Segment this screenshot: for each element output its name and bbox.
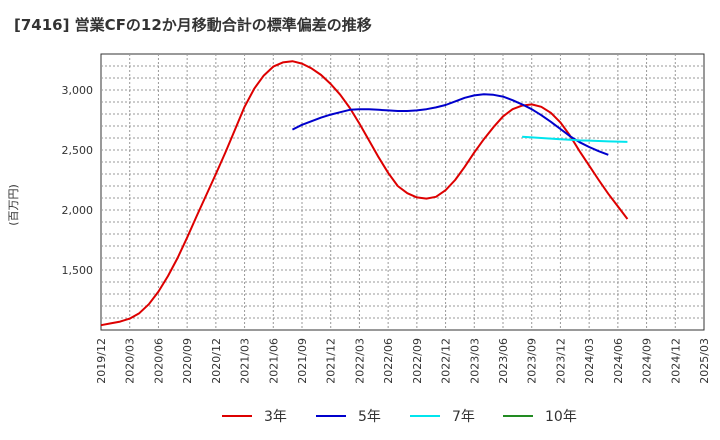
- x-tick-label: 2021/06: [267, 338, 280, 384]
- x-tick-label: 2023/12: [554, 338, 567, 384]
- grid-lines: [101, 54, 704, 330]
- x-tick-label: 2024/09: [641, 338, 654, 384]
- x-tick-label: 2022/12: [440, 338, 453, 384]
- legend-label: 10年: [545, 409, 577, 425]
- x-tick-label: 2019/12: [95, 338, 108, 384]
- y-tick-label: 1,500: [62, 264, 94, 277]
- x-tick-label: 2023/03: [468, 338, 481, 384]
- y-tick-label: 2,000: [62, 204, 94, 217]
- legend-item: 7年: [410, 404, 475, 428]
- legend-swatch: [503, 415, 533, 417]
- legend-swatch: [410, 415, 440, 417]
- x-tick-label: 2024/12: [669, 338, 682, 384]
- series-line-5年: [291, 93, 609, 156]
- x-tick-label: 2023/09: [526, 338, 539, 384]
- x-tick-label: 2024/06: [612, 338, 625, 384]
- x-axis-ticks: 2019/12 2020/03 2020/06 2020/09 2020/12 2021/…: [95, 338, 711, 384]
- series-line-3年: [100, 60, 629, 327]
- legend-label: 3年: [264, 409, 287, 425]
- x-tick-label: 2021/03: [239, 338, 252, 384]
- legend-swatch: [316, 415, 346, 417]
- x-tick-label: 2022/09: [411, 338, 424, 384]
- x-tick-label: 2021/09: [296, 338, 309, 384]
- series-line-7年: [522, 135, 628, 143]
- y-axis-ticks: 1,500 2,000 2,500 3,000: [62, 84, 94, 277]
- legend-label: 7年: [452, 409, 475, 425]
- x-tick-label: 2021/12: [325, 338, 338, 384]
- legend-label: 5年: [358, 409, 381, 425]
- chart-title: [7416] 営業CFの12か月移動合計の標準偏差の推移: [14, 16, 372, 34]
- legend-item: 3年: [222, 404, 287, 428]
- x-tick-label: 2025/03: [698, 338, 711, 384]
- x-tick-label: 2020/03: [124, 338, 137, 384]
- series-lines: [100, 60, 629, 327]
- x-tick-label: 2020/12: [210, 338, 223, 384]
- x-tick-label: 2024/03: [583, 338, 596, 384]
- legend-item: 5年: [316, 404, 381, 428]
- x-tick-label: 2022/03: [353, 338, 366, 384]
- y-tick-label: 3,000: [62, 84, 94, 97]
- legend-swatch: [222, 415, 252, 417]
- legend-item: 10年: [503, 404, 577, 428]
- y-axis-label: (百万円): [7, 184, 20, 226]
- y-tick-label: 2,500: [62, 144, 94, 157]
- x-tick-label: 2022/06: [382, 338, 395, 384]
- plot-area: [100, 53, 705, 331]
- x-tick-label: 2023/06: [497, 338, 510, 384]
- legend: 3年 5年 7年 10年: [0, 404, 720, 428]
- x-tick-label: 2020/09: [181, 338, 194, 384]
- x-tick-label: 2020/06: [152, 338, 165, 384]
